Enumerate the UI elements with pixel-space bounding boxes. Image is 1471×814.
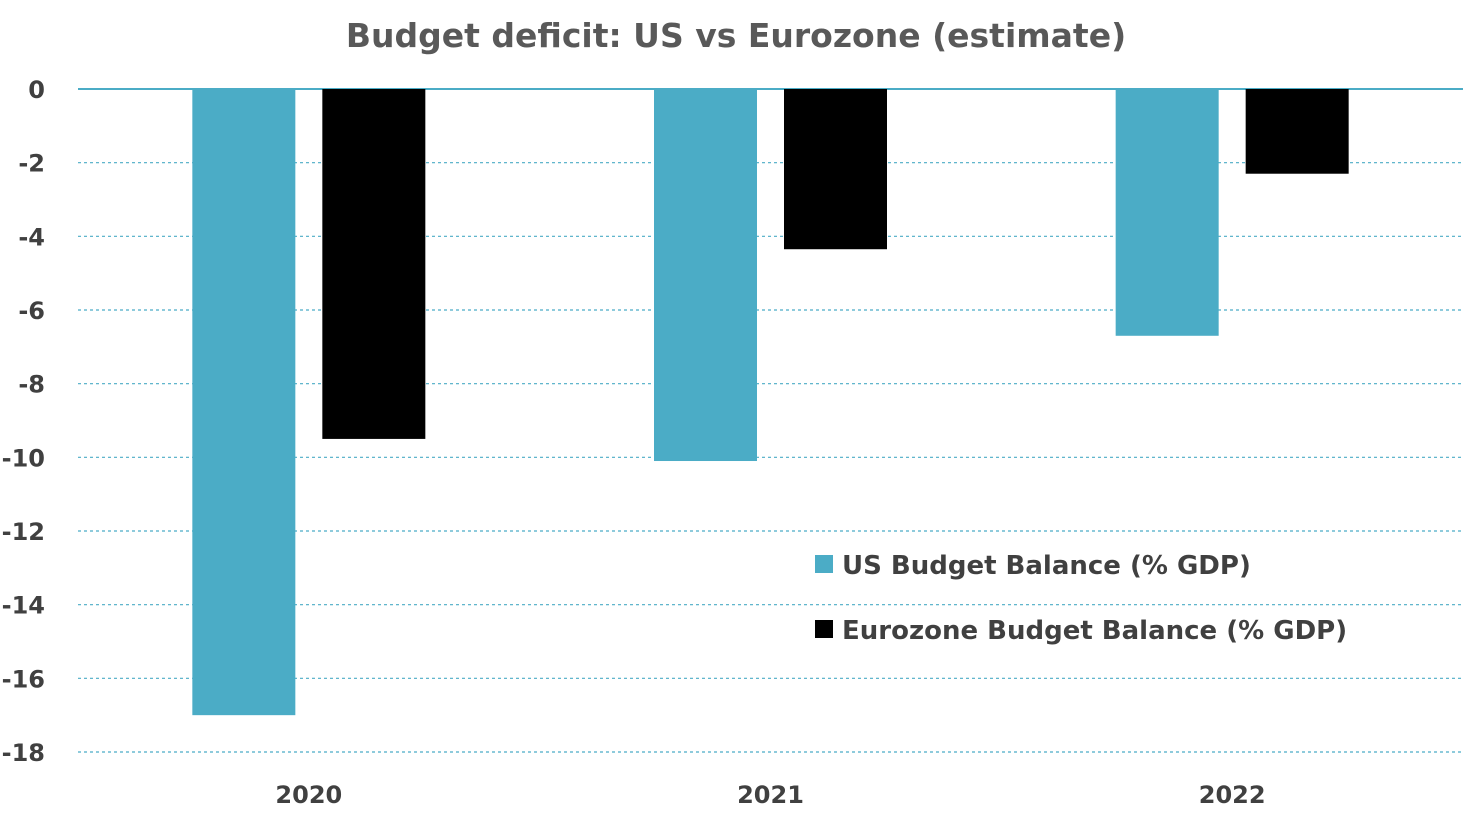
bar-eurozone-2021 bbox=[784, 89, 887, 250]
y-tick-label: -8 bbox=[18, 371, 45, 399]
y-tick-label: 0 bbox=[28, 76, 45, 104]
y-axis-ticks: 0 -2 -4 -6 -8 -10 -12 -14 -16 -18 bbox=[2, 76, 45, 767]
y-tick-label: -10 bbox=[2, 444, 45, 472]
bar-us-2022 bbox=[1115, 89, 1219, 336]
gridlines bbox=[78, 88, 1463, 753]
bar-eurozone-2020 bbox=[322, 89, 426, 439]
y-tick-label: -14 bbox=[2, 592, 45, 620]
legend-label: US Budget Balance (% GDP) bbox=[842, 551, 1251, 581]
bar-us-2020 bbox=[192, 89, 296, 716]
legend-label: Eurozone Budget Balance (% GDP) bbox=[842, 616, 1347, 646]
y-tick-label: -2 bbox=[18, 150, 45, 178]
y-tick-label: -18 bbox=[2, 739, 45, 767]
legend-swatch bbox=[815, 555, 833, 573]
legend: US Budget Balance (% GDP) Eurozone Budget… bbox=[815, 551, 1347, 646]
legend-swatch bbox=[815, 620, 833, 638]
x-axis-ticks: 2020 2021 2022 bbox=[275, 781, 1265, 809]
bar-us-2021 bbox=[654, 89, 757, 462]
y-tick-label: -16 bbox=[2, 665, 45, 693]
chart-title: Budget deficit: US vs Eurozone (estimate… bbox=[346, 16, 1126, 55]
y-tick-label: -6 bbox=[18, 297, 45, 325]
x-tick-label: 2021 bbox=[737, 781, 804, 809]
bars bbox=[192, 89, 1349, 716]
x-tick-label: 2020 bbox=[275, 781, 342, 809]
bar-eurozone-2022 bbox=[1245, 89, 1349, 174]
y-tick-label: -12 bbox=[2, 518, 45, 546]
y-tick-label: -4 bbox=[18, 223, 45, 251]
x-tick-label: 2022 bbox=[1199, 781, 1266, 809]
